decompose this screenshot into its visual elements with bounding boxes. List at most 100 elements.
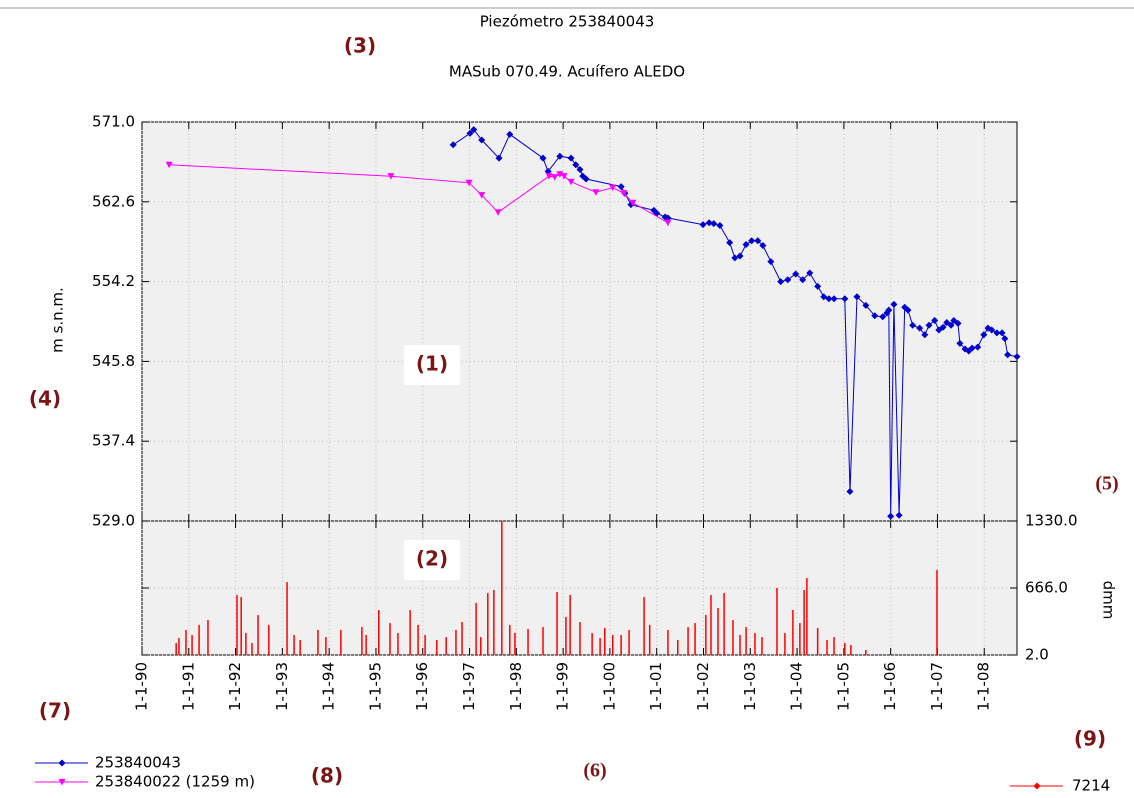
bar bbox=[620, 635, 622, 655]
bar bbox=[579, 622, 581, 655]
bar bbox=[207, 619, 209, 655]
point bbox=[495, 154, 503, 162]
bar bbox=[710, 594, 712, 655]
bar bbox=[677, 639, 679, 655]
point bbox=[887, 512, 895, 520]
point bbox=[617, 183, 625, 191]
bar bbox=[268, 624, 270, 655]
point bbox=[820, 293, 828, 301]
bar bbox=[694, 623, 696, 655]
bar bbox=[245, 633, 247, 655]
point bbox=[494, 209, 502, 216]
point bbox=[545, 173, 553, 180]
bar bbox=[480, 637, 482, 655]
x-tick-label: 1-1-99 bbox=[554, 662, 572, 711]
bar bbox=[667, 629, 669, 655]
point bbox=[576, 166, 584, 173]
bar bbox=[493, 590, 495, 655]
annotation: (8) bbox=[311, 764, 343, 788]
x-tick-label: 1-1-07 bbox=[928, 662, 946, 711]
point bbox=[466, 129, 474, 137]
point bbox=[968, 344, 976, 352]
legend-label: 7214 bbox=[1072, 777, 1110, 795]
bar bbox=[850, 645, 852, 655]
point bbox=[465, 179, 473, 187]
point bbox=[853, 293, 861, 301]
point bbox=[939, 323, 947, 331]
y-tick-label: 571.0 bbox=[92, 113, 135, 131]
bar bbox=[754, 633, 756, 655]
bar bbox=[487, 593, 489, 655]
bar bbox=[556, 592, 558, 655]
point bbox=[862, 301, 870, 309]
point bbox=[699, 221, 707, 229]
bar bbox=[565, 616, 567, 655]
point bbox=[947, 321, 955, 329]
x-tick-label: 1-1-94 bbox=[320, 662, 338, 711]
point bbox=[954, 319, 962, 327]
point bbox=[759, 242, 767, 249]
x-tick-label: 1-1-91 bbox=[179, 662, 197, 711]
point bbox=[387, 173, 395, 180]
y-tick-label: 537.4 bbox=[92, 432, 135, 450]
point bbox=[846, 488, 854, 496]
point bbox=[754, 237, 762, 245]
bar bbox=[514, 633, 516, 655]
bar bbox=[178, 638, 180, 655]
bar bbox=[340, 629, 342, 655]
x-tick-label: 1-1-08 bbox=[975, 662, 993, 711]
point bbox=[1013, 353, 1021, 361]
point bbox=[567, 178, 575, 186]
point bbox=[841, 295, 849, 303]
point bbox=[931, 317, 939, 325]
bar bbox=[257, 615, 259, 655]
bar bbox=[236, 594, 238, 655]
bar bbox=[455, 629, 457, 655]
y-tick-label: 2.0 bbox=[1025, 646, 1049, 664]
x-tick-label: 1-1-98 bbox=[507, 662, 525, 711]
point bbox=[478, 136, 486, 144]
bar bbox=[509, 624, 511, 655]
annotation: (7) bbox=[39, 699, 71, 723]
point bbox=[777, 278, 785, 286]
chart-title: Piezómetro 253840043 bbox=[480, 13, 655, 31]
bar bbox=[611, 635, 614, 655]
y-tick-label: 529.0 bbox=[92, 512, 135, 530]
bar bbox=[286, 582, 288, 655]
bar bbox=[251, 642, 253, 655]
bar bbox=[389, 623, 391, 655]
point bbox=[506, 130, 514, 138]
point bbox=[895, 511, 903, 519]
bar bbox=[745, 627, 747, 655]
bar bbox=[361, 627, 363, 655]
point bbox=[742, 241, 750, 249]
x-tick-label: 1-1-90 bbox=[133, 662, 151, 711]
y-tick-label: 1330.0 bbox=[1025, 512, 1078, 530]
annotation: (6) bbox=[583, 760, 606, 782]
x-tick-label: 1-1-93 bbox=[273, 662, 291, 711]
annotation-box bbox=[404, 345, 460, 385]
bar bbox=[461, 622, 463, 655]
y-tick-label: 545.8 bbox=[92, 352, 135, 370]
x-tick-label: 1-1-05 bbox=[834, 662, 852, 711]
bar bbox=[806, 578, 808, 655]
point bbox=[792, 270, 800, 278]
bar bbox=[643, 596, 645, 655]
plot-area bbox=[141, 121, 1018, 522]
bar bbox=[198, 624, 200, 655]
point bbox=[609, 184, 617, 192]
point bbox=[1001, 335, 1009, 343]
point bbox=[716, 222, 724, 230]
point bbox=[767, 258, 775, 266]
x-tick-label: 1-1-01 bbox=[647, 662, 665, 711]
bar bbox=[936, 570, 938, 655]
bar bbox=[299, 639, 301, 655]
bar bbox=[732, 619, 734, 655]
legend-marker bbox=[58, 759, 66, 767]
bar bbox=[784, 633, 786, 655]
point bbox=[974, 343, 982, 351]
point bbox=[748, 237, 756, 245]
bar bbox=[542, 627, 544, 655]
point bbox=[916, 324, 924, 332]
